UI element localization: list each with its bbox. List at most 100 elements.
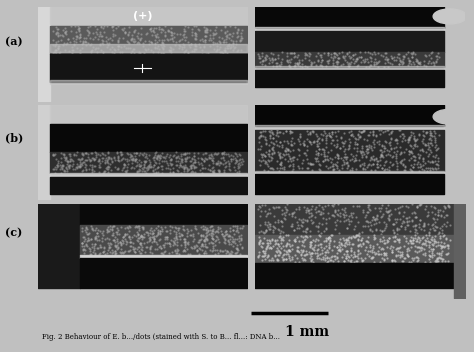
Point	[118, 152, 125, 158]
Point	[278, 208, 286, 213]
Point	[355, 131, 362, 137]
Point	[255, 139, 263, 144]
Point	[136, 38, 144, 43]
Point	[286, 128, 294, 134]
Point	[342, 253, 350, 259]
Point	[64, 166, 71, 172]
Point	[208, 240, 216, 246]
Point	[196, 246, 204, 252]
Point	[408, 50, 415, 55]
Point	[418, 139, 426, 144]
Point	[364, 219, 372, 224]
Point	[75, 35, 83, 40]
Point	[182, 236, 189, 242]
Point	[358, 235, 365, 241]
Point	[356, 250, 364, 256]
Point	[216, 159, 224, 165]
Point	[164, 163, 172, 168]
Point	[268, 151, 275, 157]
Point	[82, 229, 90, 234]
Point	[283, 148, 290, 153]
Point	[322, 249, 330, 255]
Point	[367, 167, 375, 173]
Point	[121, 29, 129, 34]
Point	[293, 234, 301, 240]
Point	[411, 223, 419, 228]
Point	[82, 42, 90, 48]
Point	[229, 42, 237, 47]
Point	[113, 243, 120, 248]
Point	[265, 153, 273, 159]
Point	[292, 206, 300, 212]
Point	[312, 151, 319, 157]
Point	[119, 155, 127, 161]
Point	[286, 156, 294, 162]
Point	[435, 258, 442, 264]
Point	[65, 164, 73, 170]
Point	[111, 157, 118, 162]
Point	[308, 220, 316, 226]
Point	[275, 248, 283, 254]
Point	[380, 53, 387, 58]
Point	[318, 211, 325, 217]
Point	[399, 161, 407, 166]
Point	[276, 250, 284, 255]
Point	[337, 240, 345, 246]
Point	[55, 50, 63, 55]
Point	[112, 250, 120, 255]
Point	[57, 150, 64, 156]
Point	[237, 159, 245, 165]
Point	[269, 223, 277, 229]
Point	[263, 244, 270, 250]
Point	[91, 163, 99, 168]
Point	[234, 161, 241, 167]
Point	[306, 244, 314, 250]
Point	[263, 161, 271, 166]
Point	[294, 222, 301, 228]
Point	[59, 163, 67, 169]
Point	[176, 43, 184, 49]
Point	[396, 151, 404, 156]
Point	[277, 63, 284, 68]
Point	[375, 244, 383, 250]
Point	[308, 142, 315, 147]
Point	[176, 234, 183, 239]
Point	[204, 228, 212, 233]
Point	[276, 233, 283, 239]
Point	[323, 140, 330, 146]
Point	[255, 241, 263, 246]
Point	[297, 217, 305, 222]
Point	[383, 244, 391, 250]
Point	[309, 238, 317, 243]
Point	[141, 168, 149, 174]
Point	[349, 56, 357, 62]
Point	[118, 156, 126, 162]
Point	[84, 151, 92, 157]
Point	[370, 221, 377, 227]
Point	[403, 222, 410, 228]
Point	[336, 249, 344, 254]
Point	[221, 237, 228, 243]
Point	[139, 166, 147, 171]
Point	[136, 241, 144, 247]
Point	[93, 238, 100, 243]
Point	[256, 59, 264, 65]
Point	[184, 229, 191, 234]
Point	[138, 236, 146, 241]
Point	[104, 165, 112, 170]
Point	[91, 250, 99, 256]
Point	[228, 249, 236, 254]
Point	[154, 232, 161, 237]
Point	[434, 242, 442, 248]
Point	[226, 167, 234, 173]
Point	[61, 157, 69, 163]
Point	[181, 241, 189, 246]
Point	[160, 155, 168, 160]
Point	[219, 50, 227, 56]
Point	[210, 32, 217, 38]
Point	[86, 162, 94, 168]
Point	[187, 41, 194, 47]
Point	[350, 259, 358, 264]
Point	[189, 233, 196, 238]
Point	[229, 156, 237, 162]
